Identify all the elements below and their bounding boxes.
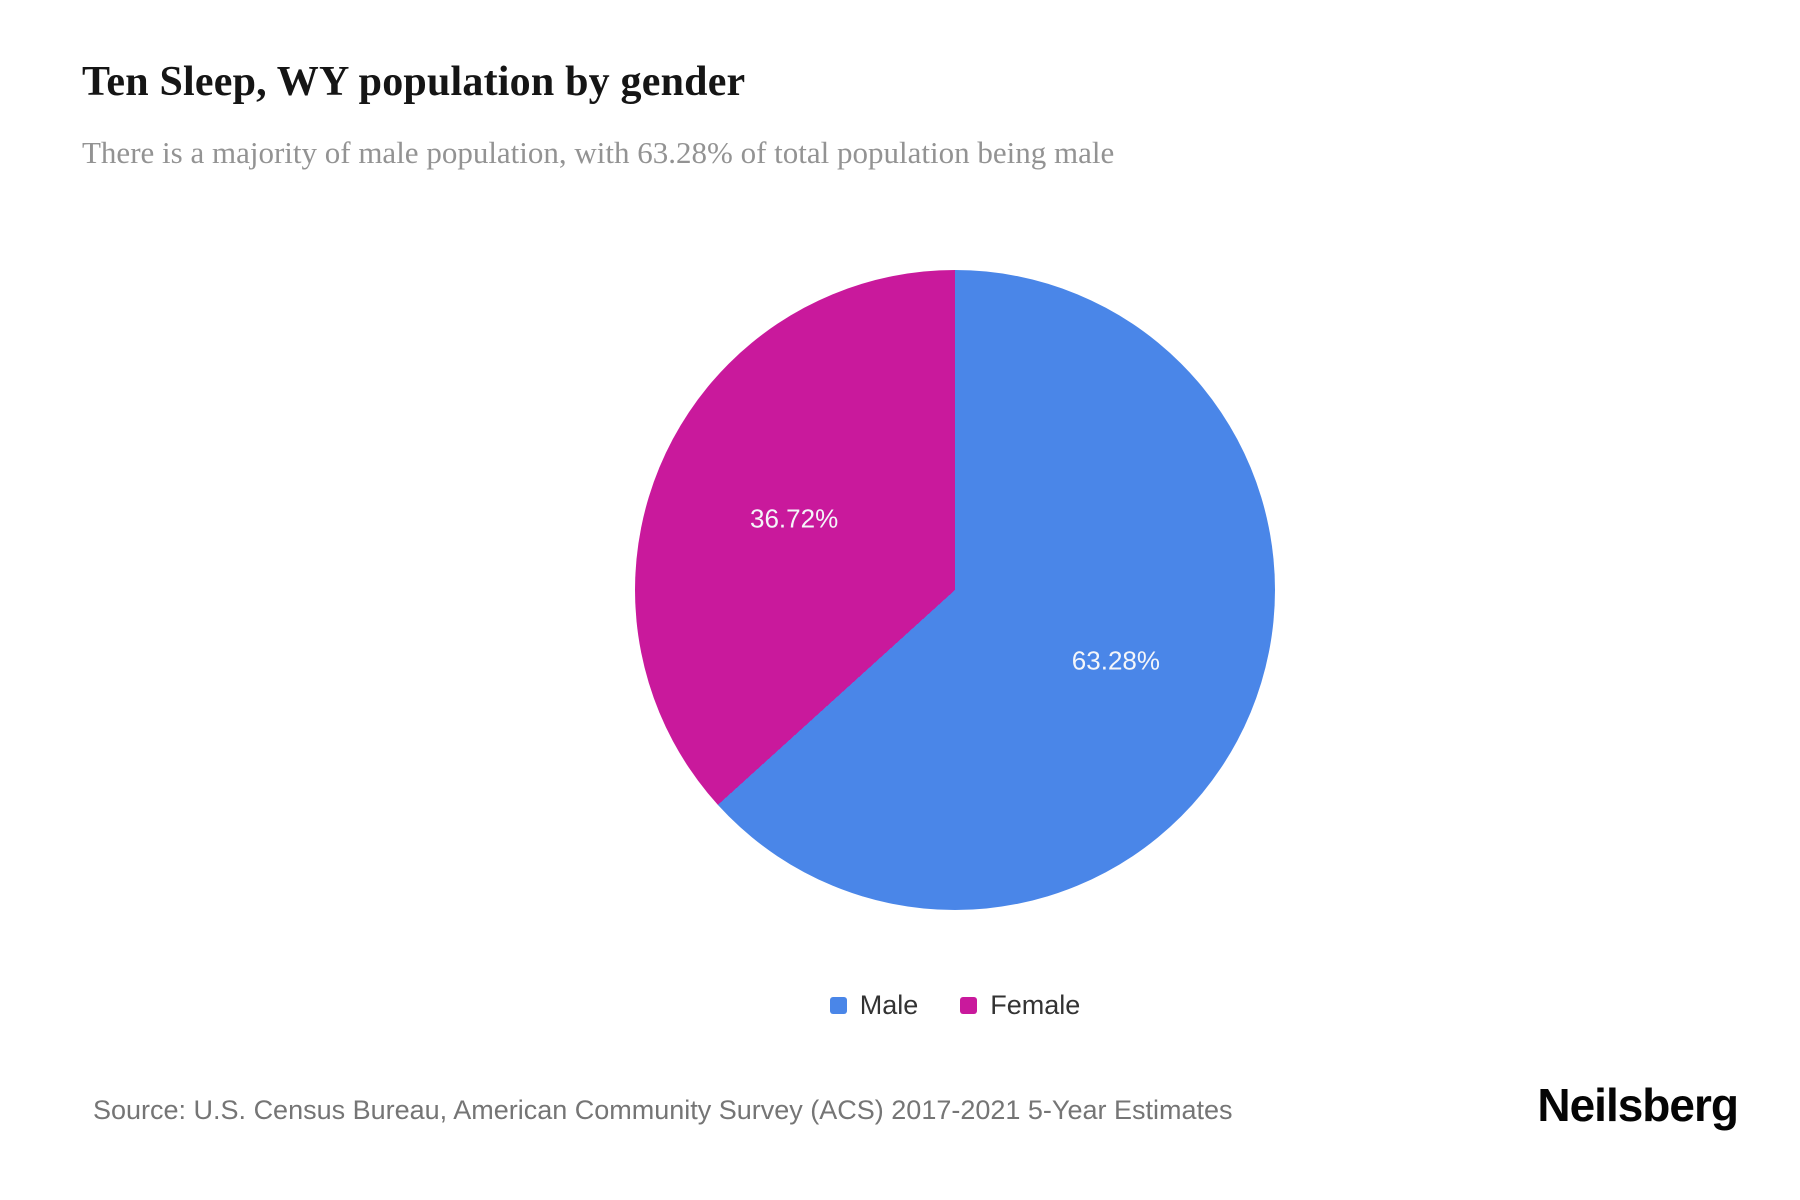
pie-slice-label: 36.72% [750,503,839,534]
pie-chart: 63.28% 36.72% [635,270,1275,910]
pie-slice-label: 63.28% [1071,645,1160,676]
page-subtitle: There is a majority of male population, … [82,135,1115,170]
page-title: Ten Sleep, WY population by gender [82,59,746,105]
legend-swatch [960,997,978,1014]
legend-swatch [829,997,847,1014]
legend-label: Male [859,990,919,1020]
pie-chart-area: 63.28% 36.72% Male Female [635,270,1275,1020]
legend-label: Female [990,990,1081,1020]
chart-legend: Male Female [635,990,1275,1021]
legend-item-female: Female [960,990,1080,1021]
brand-logo: Neilsberg [1537,1079,1739,1131]
legend-item-male: Male [829,990,919,1021]
source-note: Source: U.S. Census Bureau, American Com… [93,1095,1233,1125]
